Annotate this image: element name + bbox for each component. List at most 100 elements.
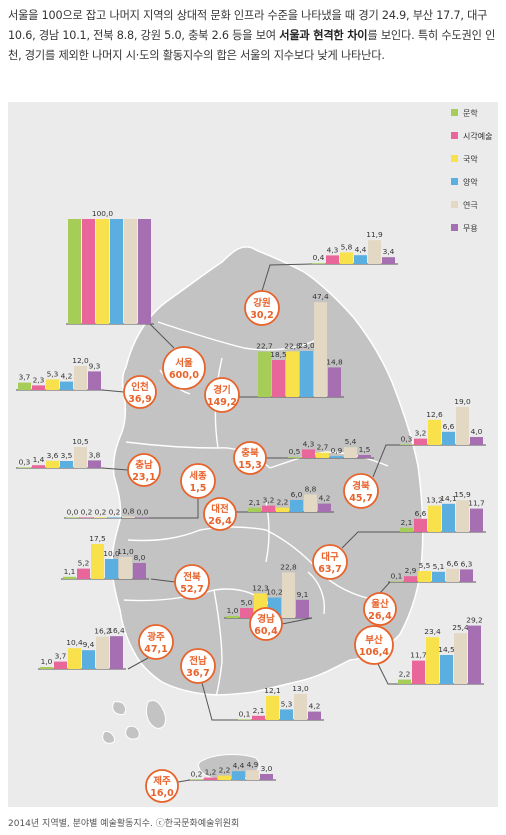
region-total-16: 16,0 xyxy=(150,788,174,799)
bar-8-3 xyxy=(290,500,303,512)
data-label-12-4: 22,8 xyxy=(280,562,297,571)
region-badge-7: 세종1,5 xyxy=(180,463,216,499)
data-label-2-1: 18,5 xyxy=(270,350,287,359)
badge-circle xyxy=(203,497,237,531)
data-label-8-5: 4,2 xyxy=(319,494,331,503)
data-label-2-4: 47,4 xyxy=(312,292,329,301)
bar-group-8: 2,1 3,2 2,26,08,84,2 xyxy=(246,484,334,513)
bar-11-0 xyxy=(390,581,403,582)
bar-13-3 xyxy=(440,655,453,684)
data-label-3-0: 3,7 xyxy=(19,373,31,382)
data-label-4-2: 3,6 xyxy=(47,451,59,460)
data-label-8-2: 2,2 xyxy=(277,498,289,507)
bar-group-12: 1,05,0 12,310,2 22,8 9,1 xyxy=(224,562,312,619)
data-label-10-3: 10,0 xyxy=(103,549,120,558)
data-label-9-3: 14,1 xyxy=(440,494,457,503)
data-label-3-1: 2,3 xyxy=(33,375,45,384)
legend-label-0: 문학 xyxy=(463,108,478,118)
data-label-5-3: 0,9 xyxy=(331,446,343,455)
bar-1-4 xyxy=(368,240,381,264)
bar-9-0 xyxy=(400,527,413,532)
legend-swatch-5 xyxy=(451,224,458,231)
data-label-8-0: 2,1 xyxy=(249,498,261,507)
data-label-6-5: 4,0 xyxy=(471,427,483,436)
data-label-3-3: 4,2 xyxy=(61,372,73,381)
bar-4-4 xyxy=(74,447,87,468)
bar-groups: 100,00,44,3 5,8 4,411,93,422,718,522,823,0… xyxy=(16,209,486,781)
data-label-13-3: 14,5 xyxy=(438,645,455,654)
bar-9-4 xyxy=(456,500,469,532)
bar-0-3 xyxy=(110,219,123,324)
bar-2-4 xyxy=(314,302,327,397)
bar-7-1 xyxy=(80,517,93,518)
data-label-0-2: 100,0 xyxy=(92,209,113,218)
bar-15-0 xyxy=(238,719,251,720)
data-label-10-2: 17,5 xyxy=(89,534,106,543)
region-name-15: 전남 xyxy=(189,655,207,667)
bar-16-2 xyxy=(218,775,231,780)
data-label-1-1: 4,3 xyxy=(327,245,339,254)
bar-2-3 xyxy=(300,351,313,397)
data-label-13-2: 23,4 xyxy=(424,627,441,636)
bar-4-3 xyxy=(60,461,73,468)
bar-15-4 xyxy=(294,694,307,720)
data-label-9-1: 6,6 xyxy=(415,509,427,518)
bar-3-4 xyxy=(74,366,87,390)
bar-group-16: 0,2 1,2 2,2 4,4 4,9 3,0 xyxy=(188,760,276,781)
bar-8-5 xyxy=(318,503,331,512)
data-label-8-4: 8,8 xyxy=(305,484,317,493)
legend-swatch-4 xyxy=(451,201,458,208)
data-label-16-5: 3,0 xyxy=(261,764,273,773)
leader-line-4 xyxy=(101,467,129,471)
bar-group-9: 2,16,6 13,214,115,911,7 xyxy=(398,490,486,533)
data-label-11-2: 5,5 xyxy=(419,561,431,570)
bar-2-2 xyxy=(286,351,299,397)
legend-label-3: 양악 xyxy=(463,177,478,187)
bar-1-1 xyxy=(326,255,339,264)
data-label-1-2: 5,8 xyxy=(341,242,353,251)
bar-3-0 xyxy=(18,382,31,390)
bar-1-5 xyxy=(382,257,395,264)
leader-line-15 xyxy=(201,682,238,721)
region-total-1: 30,2 xyxy=(250,310,273,321)
bar-group-4: 0,3 1,4 3,6 3,5 10,53,8 xyxy=(16,437,104,469)
bar-14-0 xyxy=(40,667,53,669)
bar-16-5 xyxy=(260,774,273,780)
intro-text-1: 서울을 100으로 잡고 나머지 지역의 상대적 문화 인프라 수준을 나타냈을… xyxy=(8,9,488,42)
region-total-7: 1,5 xyxy=(190,483,207,494)
data-label-7-2: 0,2 xyxy=(95,507,107,516)
bar-10-3 xyxy=(105,559,118,579)
region-total-14: 47,1 xyxy=(144,644,167,655)
data-label-4-5: 3,8 xyxy=(89,450,101,459)
bar-1-3 xyxy=(354,255,367,264)
bar-8-2 xyxy=(276,507,289,512)
data-label-9-5: 11,7 xyxy=(468,499,485,508)
region-total-9: 63,7 xyxy=(318,564,341,575)
data-label-16-4: 4,9 xyxy=(247,760,259,769)
data-label-11-3: 5,1 xyxy=(433,562,445,571)
badge-circle xyxy=(145,769,179,803)
bar-5-0 xyxy=(288,457,301,458)
data-label-12-2: 12,3 xyxy=(252,583,269,592)
badge-circle xyxy=(233,441,267,475)
badge-circle xyxy=(138,624,174,660)
bar-14-4 xyxy=(96,636,109,669)
bar-10-4 xyxy=(119,557,132,579)
region-name-0: 서울 xyxy=(175,357,193,369)
data-label-2-5: 14,8 xyxy=(326,357,343,366)
bar-10-5 xyxy=(133,563,146,579)
bar-7-5 xyxy=(136,517,149,518)
badge-circle xyxy=(162,346,206,390)
region-total-15: 36,7 xyxy=(186,668,209,679)
bar-12-5 xyxy=(296,599,309,618)
bar-3-3 xyxy=(60,381,73,390)
leader-line-6 xyxy=(372,444,400,478)
data-label-6-3: 6,6 xyxy=(443,422,455,431)
region-name-14: 광주 xyxy=(147,631,165,643)
data-label-11-5: 6,3 xyxy=(461,559,473,568)
region-name-3: 인천 xyxy=(131,382,148,393)
bar-1-2 xyxy=(340,252,353,264)
region-name-5: 충북 xyxy=(241,447,259,459)
